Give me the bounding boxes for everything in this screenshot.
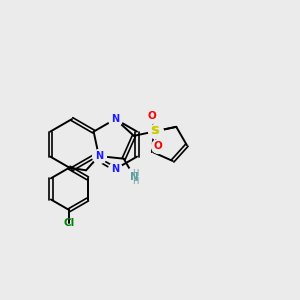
Text: H: H: [132, 177, 139, 186]
Text: N: N: [111, 164, 119, 174]
Text: S: S: [151, 126, 159, 136]
Text: O: O: [147, 111, 156, 122]
Text: S: S: [152, 126, 160, 136]
Text: O: O: [154, 141, 162, 152]
Text: N: N: [95, 151, 103, 161]
Text: H: H: [132, 169, 139, 178]
Text: N: N: [111, 114, 119, 124]
Text: Cl: Cl: [64, 218, 75, 228]
Text: N: N: [130, 172, 138, 182]
